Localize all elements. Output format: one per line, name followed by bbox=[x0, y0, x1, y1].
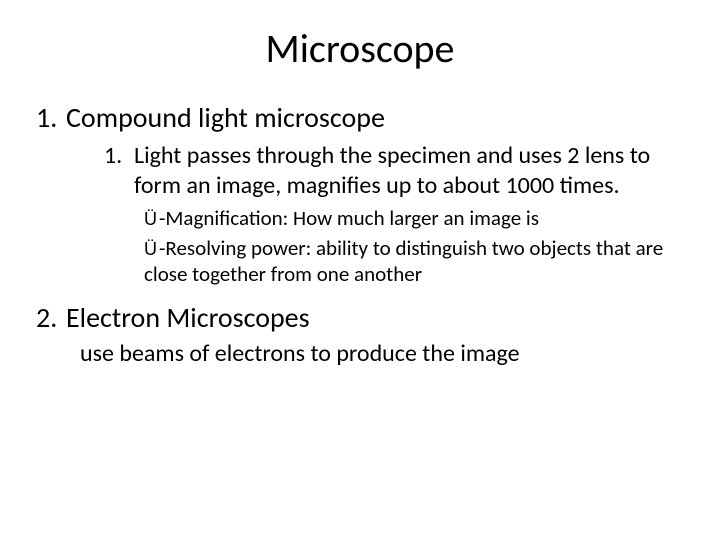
bullet-item-1-text: -Magnification: How much larger an image… bbox=[159, 205, 539, 231]
list-item-1: 1.Compound light microscope bbox=[36, 101, 684, 135]
list-item-1-1: 1.Light passes through the specimen and … bbox=[104, 141, 684, 201]
list-item-1-text: Compound light microscope bbox=[66, 100, 385, 135]
list-item-2-number: 2. bbox=[36, 301, 66, 335]
bullet-icon: Ü bbox=[144, 209, 157, 229]
bullet-item-2-text: -Resolving power: ability to distinguish… bbox=[144, 235, 663, 287]
list-item-2-body: use beams of electrons to produce the im… bbox=[80, 339, 684, 369]
list-item-1-number: 1. bbox=[36, 101, 66, 135]
list-item-1-1-number: 1. bbox=[104, 141, 134, 171]
bullet-item-2: Ü-Resolving power: ability to distinguis… bbox=[144, 235, 684, 288]
bullet-icon: Ü bbox=[144, 239, 157, 259]
list-item-2-text: Electron Microscopes bbox=[66, 300, 310, 335]
slide: Microscope 1.Compound light microscope 1… bbox=[0, 0, 720, 540]
list-item-1-1-text: Light passes through the specimen and us… bbox=[134, 141, 654, 201]
slide-title: Microscope bbox=[36, 24, 684, 73]
bullet-item-1: Ü-Magnification: How much larger an imag… bbox=[144, 205, 684, 231]
list-item-2: 2.Electron Microscopes bbox=[36, 301, 684, 335]
